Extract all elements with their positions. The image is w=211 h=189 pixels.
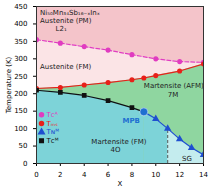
svg-text:Tɴᴹ: Tɴᴹ (46, 128, 60, 136)
svg-text:Martensite (FM): Martensite (FM) (91, 138, 146, 146)
svg-text:Tₘₛ: Tₘₛ (46, 120, 59, 128)
svg-text:Temperature (K): Temperature (K) (5, 56, 13, 114)
svg-text:Ni₅₀Mn₃₄Sb₁₆₋ₓInₓ: Ni₅₀Mn₃₄Sb₁₆₋ₓInₓ (40, 9, 100, 17)
svg-text:X: X (118, 180, 123, 188)
svg-text:0: 0 (23, 160, 27, 168)
svg-text:14: 14 (199, 171, 208, 179)
svg-text:400: 400 (14, 20, 27, 28)
svg-text:100: 100 (14, 125, 27, 133)
svg-text:Austenite (PM): Austenite (PM) (40, 17, 92, 26)
svg-text:10: 10 (151, 171, 160, 179)
svg-text:0: 0 (34, 171, 38, 179)
svg-text:4O: 4O (110, 146, 120, 154)
svg-text:50: 50 (19, 142, 28, 150)
svg-text:4: 4 (82, 171, 87, 179)
svg-text:Tᴄᴹ: Tᴄᴹ (46, 137, 59, 145)
svg-text:450: 450 (14, 3, 27, 11)
svg-text:Austenite (FM): Austenite (FM) (40, 63, 91, 71)
svg-text:Martensite (AFM): Martensite (AFM) (144, 82, 204, 90)
svg-text:SG: SG (182, 155, 192, 163)
svg-text:Tᴄᴬ: Tᴄᴬ (46, 111, 58, 119)
svg-text:7M: 7M (168, 91, 179, 99)
svg-text:300: 300 (14, 55, 27, 63)
svg-text:L2₁: L2₁ (56, 25, 67, 33)
svg-text:MPB: MPB (122, 117, 139, 125)
svg-text:12: 12 (175, 171, 184, 179)
svg-text:250: 250 (14, 73, 27, 81)
svg-text:350: 350 (14, 38, 27, 46)
svg-text:2: 2 (58, 171, 62, 179)
svg-text:150: 150 (14, 107, 27, 115)
svg-text:6: 6 (106, 171, 111, 179)
svg-text:8: 8 (130, 171, 134, 179)
svg-text:200: 200 (14, 90, 27, 98)
